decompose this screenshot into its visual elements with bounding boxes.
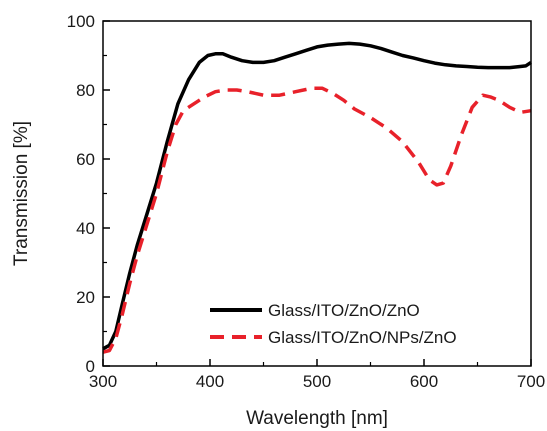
series-line-glass-ito-zno-nps-zno	[102, 86, 532, 354]
legend: Glass/ITO/ZnO/ZnO Glass/ITO/ZnO/NPs/ZnO	[210, 301, 457, 347]
y-tick-label-80: 80	[76, 81, 95, 100]
y-tick-label-20: 20	[76, 288, 95, 307]
y-tick-label-100: 100	[67, 12, 95, 31]
x-axis-ticks: 300 400 500 600 700	[89, 359, 545, 391]
x-axis-label: Wavelength [nm]	[246, 408, 388, 429]
plot-lines	[102, 41, 532, 354]
x-tick-label-700: 700	[517, 372, 545, 391]
y-tick-label-40: 40	[76, 219, 95, 238]
y-axis-ticks: 0 20 40 60 80 100	[67, 12, 110, 376]
x-tick-label-300: 300	[89, 372, 117, 391]
legend-label-glass-ito-zno-nps-zno: Glass/ITO/ZnO/NPs/ZnO	[268, 328, 457, 347]
plot-frame	[102, 20, 532, 367]
x-tick-label-500: 500	[303, 372, 331, 391]
legend-label-glass-ito-zno-zno: Glass/ITO/ZnO/ZnO	[268, 301, 420, 320]
series-line-glass-ito-zno-zno	[102, 41, 532, 351]
y-tick-label-0: 0	[86, 357, 95, 376]
x-tick-label-400: 400	[196, 372, 224, 391]
y-axis-label: Transmission [%]	[11, 121, 32, 266]
x-tick-label-600: 600	[410, 372, 438, 391]
y-tick-label-60: 60	[76, 150, 95, 169]
